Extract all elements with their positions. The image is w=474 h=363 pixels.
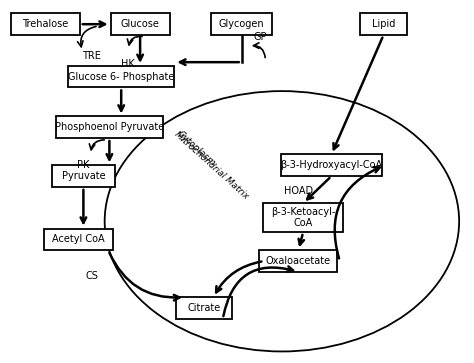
Text: Citrate: Citrate (187, 303, 220, 313)
FancyBboxPatch shape (68, 66, 174, 87)
Text: β-3-Hydroxyacyl-CoA: β-3-Hydroxyacyl-CoA (281, 160, 383, 170)
FancyBboxPatch shape (45, 229, 113, 250)
Text: HK: HK (121, 58, 135, 69)
FancyBboxPatch shape (56, 117, 163, 138)
FancyBboxPatch shape (211, 13, 273, 35)
FancyBboxPatch shape (259, 250, 337, 272)
FancyBboxPatch shape (281, 154, 383, 176)
Text: Pyruvate: Pyruvate (62, 171, 105, 181)
Text: Mitrochondrial Matrix: Mitrochondrial Matrix (172, 130, 250, 201)
Text: GP: GP (254, 32, 267, 42)
Text: Glycogen: Glycogen (219, 19, 264, 29)
FancyBboxPatch shape (11, 13, 80, 35)
Text: Glucose 6- Phosphate: Glucose 6- Phosphate (68, 72, 174, 82)
FancyBboxPatch shape (52, 165, 115, 187)
Text: Cytoplasm: Cytoplasm (176, 130, 218, 168)
Text: Phosphoenol Pyruvate: Phosphoenol Pyruvate (55, 122, 164, 132)
Text: Glucose: Glucose (121, 19, 160, 29)
Text: β-3-Ketoacyl-
CoA: β-3-Ketoacyl- CoA (271, 207, 335, 228)
Text: Trehalose: Trehalose (22, 19, 69, 29)
Text: Lipid: Lipid (372, 19, 395, 29)
Text: HOAD: HOAD (284, 185, 313, 196)
Text: CS: CS (85, 270, 98, 281)
FancyBboxPatch shape (263, 203, 343, 232)
Text: Acetyl CoA: Acetyl CoA (52, 234, 105, 244)
Text: PK: PK (77, 160, 90, 170)
Text: Oxaloacetate: Oxaloacetate (266, 256, 331, 266)
FancyBboxPatch shape (360, 13, 407, 35)
FancyBboxPatch shape (175, 297, 232, 319)
Text: TRE: TRE (82, 51, 101, 61)
FancyBboxPatch shape (110, 13, 170, 35)
